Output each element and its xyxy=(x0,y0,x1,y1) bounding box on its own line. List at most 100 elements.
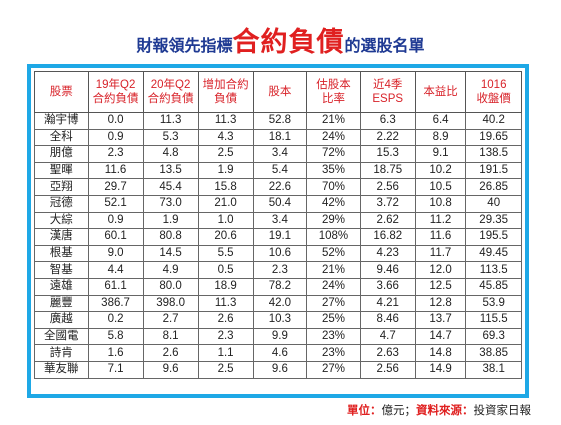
table-cell: 21% xyxy=(306,261,361,279)
column-header-line: 合約負債 xyxy=(147,93,194,105)
column-header: 近4季 ESPS xyxy=(359,71,416,113)
table-cell: 2.22 xyxy=(359,128,416,147)
table-cell: 0.9 xyxy=(87,128,144,147)
table-cell: 53.9 xyxy=(465,294,522,313)
table-cell: 21% xyxy=(306,112,361,130)
table-row: 朋億 2.3 4.8 2.5 3.4 72% 15.3 9.1 138.5 xyxy=(34,145,522,163)
table-cell: 5.5 xyxy=(197,244,254,263)
table-cell: 9.46 xyxy=(359,261,416,279)
column-header-line: 近4季 xyxy=(373,79,403,91)
stock-name-cell: 瀚宇博 xyxy=(34,112,89,130)
column-header-line: 負債 xyxy=(214,93,238,105)
table-cell: 11.3 xyxy=(197,294,254,313)
table-cell: 2.56 xyxy=(359,360,416,379)
table-cell: 18.75 xyxy=(359,161,416,180)
source-label: 資料來源： xyxy=(416,403,474,417)
table-cell: 1.9 xyxy=(142,211,199,230)
table-cell: 5.3 xyxy=(142,128,199,147)
table-cell: 4.7 xyxy=(359,327,416,346)
table-cell: 27% xyxy=(306,360,361,379)
table-cell: 35% xyxy=(306,161,361,180)
table-cell: 5.4 xyxy=(252,161,308,180)
unit-value: 億元； xyxy=(381,403,417,417)
column-header-line: 收盤價 xyxy=(476,93,511,105)
table-cell: 12.5 xyxy=(414,277,467,296)
table-cell: 80.8 xyxy=(142,228,199,246)
table-cell: 20.6 xyxy=(197,228,254,246)
table-cell: 14.5 xyxy=(142,244,199,263)
table-cell: 21.0 xyxy=(197,194,254,213)
column-header: 估股本 比率 xyxy=(306,71,361,113)
stock-name-cell: 華友聯 xyxy=(34,360,89,379)
table-cell: 69.3 xyxy=(465,327,522,346)
column-header-line: ESPS xyxy=(372,93,404,105)
stock-name-cell: 漢唐 xyxy=(34,228,89,246)
table-cell: 4.9 xyxy=(142,261,199,279)
table-cell: 11.3 xyxy=(142,112,199,130)
column-header-line: 19年Q2 xyxy=(95,79,136,91)
table-cell: 7.1 xyxy=(87,360,144,379)
table-cell: 9.6 xyxy=(252,360,308,379)
column-header: 20年Q2 合約負債 xyxy=(142,71,199,113)
table-cell: 11.3 xyxy=(197,112,254,130)
table-cell: 3.66 xyxy=(359,277,416,296)
table-cell: 72% xyxy=(306,145,361,163)
table-cell: 38.85 xyxy=(465,344,522,362)
table-cell: 6.3 xyxy=(359,112,416,130)
table-cell: 15.8 xyxy=(197,178,254,196)
table-row: 聖暉 11.6 13.5 1.9 5.4 35% 18.75 10.2 191.5 xyxy=(34,161,522,180)
table-cell: 10.8 xyxy=(414,194,467,213)
table-cell: 29% xyxy=(306,211,361,230)
table-body: 瀚宇博 0.0 11.3 11.3 52.8 21% 6.3 6.4 40.2 全科 0.9 5.3 4… xyxy=(34,112,522,379)
table-cell: 1.6 xyxy=(87,344,144,362)
title-part3: 的選股名單 xyxy=(344,36,425,55)
table-cell: 52% xyxy=(306,244,361,263)
table-cell: 29.7 xyxy=(87,178,144,196)
table-cell: 11.6 xyxy=(87,161,144,180)
column-header-line: 比率 xyxy=(321,93,345,105)
table-cell: 29.35 xyxy=(465,211,522,230)
table-cell: 2.3 xyxy=(252,261,308,279)
table-cell: 2.5 xyxy=(197,145,254,163)
table-cell: 70% xyxy=(306,178,361,196)
column-header: 1016 收盤價 xyxy=(465,71,522,113)
table-cell: 2.3 xyxy=(197,327,254,346)
stock-name-cell: 麗豐 xyxy=(34,294,89,313)
table-cell: 10.3 xyxy=(252,311,308,329)
table-cell: 23% xyxy=(306,344,361,362)
stock-name-cell: 遠雄 xyxy=(34,277,89,296)
table-cell: 2.5 xyxy=(197,360,254,379)
table-row: 全科 0.9 5.3 4.3 18.1 24% 2.22 8.9 19.65 xyxy=(34,128,522,147)
stock-name-cell: 冠德 xyxy=(34,194,89,213)
column-header-line: 股票 xyxy=(49,86,73,98)
table-cell: 2.7 xyxy=(142,311,199,329)
table-cell: 22.6 xyxy=(252,178,308,196)
table-cell: 27% xyxy=(306,294,361,313)
column-header: 股票 xyxy=(34,71,89,113)
table-cell: 2.6 xyxy=(197,311,254,329)
table-cell: 80.0 xyxy=(142,277,199,296)
table-cell: 14.9 xyxy=(414,360,467,379)
table-cell: 3.72 xyxy=(359,194,416,213)
stock-name-cell: 智基 xyxy=(34,261,89,279)
stock-name-cell: 大綜 xyxy=(34,211,89,230)
table-cell: 8.46 xyxy=(359,311,416,329)
source-value: 投資家日報 xyxy=(473,403,532,417)
stock-name-cell: 全科 xyxy=(34,128,89,147)
table-cell: 10.2 xyxy=(414,161,467,180)
table-row: 根基 9.0 14.5 5.5 10.6 52% 4.23 11.7 49.45 xyxy=(34,244,522,263)
table-row: 詩肯 1.6 2.6 1.1 4.6 23% 2.63 14.8 38.85 xyxy=(34,344,522,362)
table-cell: 398.0 xyxy=(142,294,199,313)
table-cell: 386.7 xyxy=(87,294,144,313)
table-cell: 12.8 xyxy=(414,294,467,313)
table-cell: 1.0 xyxy=(197,211,254,230)
stock-name-cell: 全國電 xyxy=(34,327,89,346)
column-header-line: 股本 xyxy=(268,86,292,98)
table-cell: 0.0 xyxy=(87,112,144,130)
column-header: 股本 xyxy=(252,71,308,113)
table-cell: 18.9 xyxy=(197,277,254,296)
table-cell: 78.2 xyxy=(252,277,308,296)
table-row: 漢唐 60.1 80.8 20.6 19.1 108% 16.82 11.6 195.5 xyxy=(34,228,522,246)
table-cell: 11.7 xyxy=(414,244,467,263)
column-header-line: 1016 xyxy=(480,79,507,91)
